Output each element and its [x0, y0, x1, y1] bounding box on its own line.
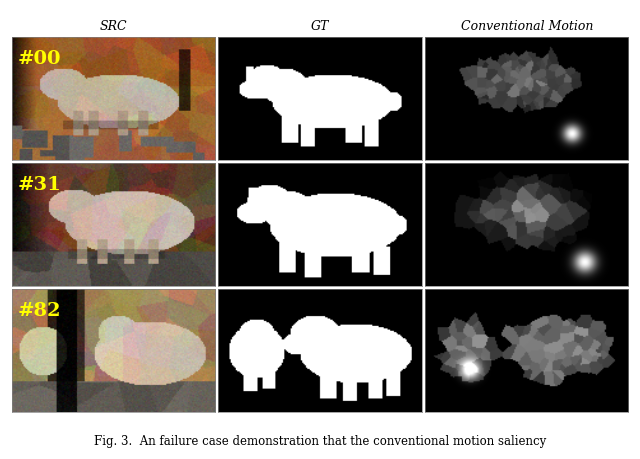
Text: #00: #00 — [18, 50, 61, 68]
Text: Conventional Motion: Conventional Motion — [461, 20, 593, 33]
Text: #31: #31 — [18, 176, 61, 194]
Text: #82: #82 — [18, 301, 61, 319]
Text: SRC: SRC — [99, 20, 127, 33]
Text: Fig. 3.  An failure case demonstration that the conventional motion saliency: Fig. 3. An failure case demonstration th… — [94, 435, 546, 448]
Text: GT: GT — [311, 20, 329, 33]
